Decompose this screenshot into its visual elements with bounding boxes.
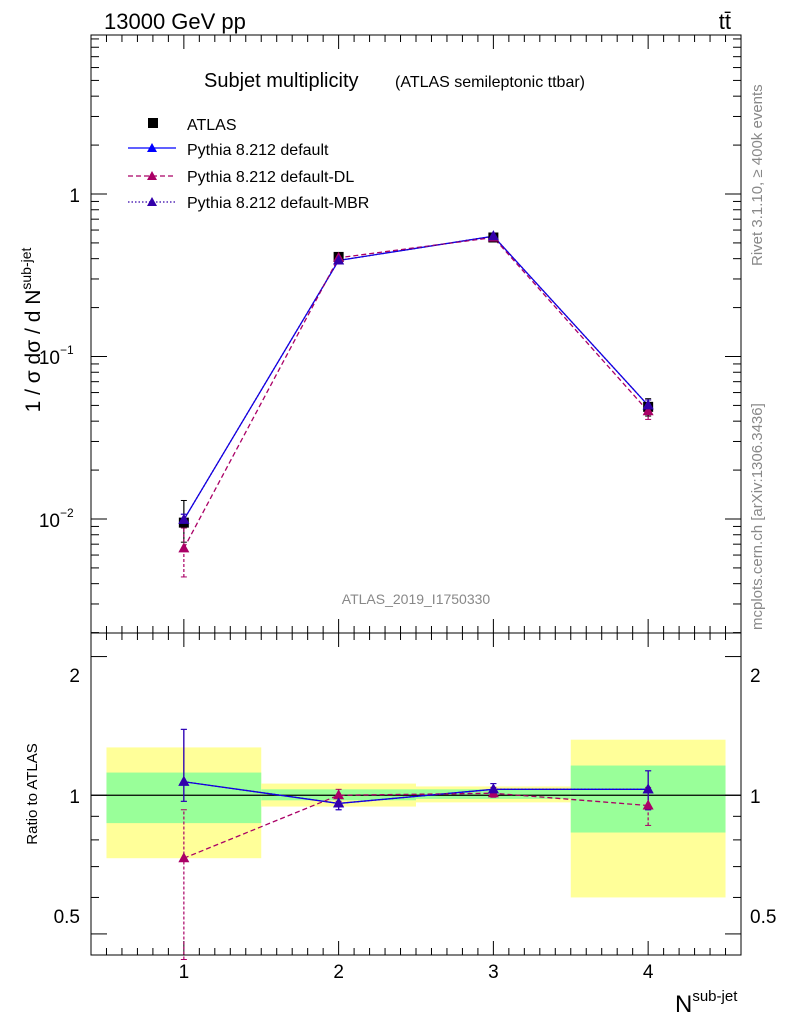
- legend-label-default: Pythia 8.212 default: [187, 142, 329, 159]
- legend-marker-dl: [147, 171, 157, 180]
- ratio-series-layer: [178, 728, 654, 960]
- ratio-data-point: [178, 775, 190, 786]
- x-tick-label: 1: [179, 962, 190, 983]
- y-tick-label-1e-2-base: 10: [39, 511, 60, 532]
- main-data-point: [487, 230, 499, 241]
- main-series-line: [183, 235, 649, 521]
- main-data-point: [178, 513, 190, 524]
- plot-subtitle: (ATLAS semileptonic ttbar): [395, 74, 585, 91]
- rivet-label-wrap: Rivet 3.1.10, ≥ 400k events: [749, 84, 766, 266]
- plot-title: Subjet multiplicity: [204, 70, 359, 92]
- legend-label-mbr: Pythia 8.212 default-MBR: [187, 195, 369, 212]
- ratio-tick-05-left: 0.5: [54, 907, 80, 928]
- ratio-data-point: [642, 799, 654, 810]
- main-axis-ticks: [91, 35, 741, 634]
- ratio-tick-05-right: 0.5: [750, 907, 776, 928]
- legend-marker-mbr: [147, 197, 157, 206]
- ratio-tick-1-left: 1: [69, 787, 80, 808]
- main-data-point: [642, 405, 654, 416]
- x-axis-label: Nsub-jet: [675, 988, 738, 1018]
- ratio-data-point: [333, 789, 345, 800]
- source-label: mcplots.cern.ch [arXiv:1306.3436]: [749, 403, 766, 630]
- main-data-point: [178, 542, 190, 553]
- x-tick-label: 4: [643, 962, 654, 983]
- ratio-series-line: [183, 781, 649, 805]
- source-label-wrap: mcplots.cern.ch [arXiv:1306.3436]: [749, 403, 766, 630]
- main-data-point: [333, 254, 345, 265]
- y-tick-label-1: 1: [69, 186, 80, 207]
- ratio-y-axis-label-wrap: Ratio to ATLAS: [24, 743, 41, 844]
- energy-label: 13000 GeV pp: [104, 9, 246, 34]
- main-series-line: [183, 236, 649, 549]
- ratio-tick-1-right: 1: [750, 787, 761, 808]
- y-tick-label-1e-1-base: 10: [39, 348, 60, 369]
- legend-marker-atlas: [148, 118, 158, 128]
- ratio-tick-2-left: 2: [69, 666, 80, 687]
- legend-label-dl: Pythia 8.212 default-DL: [187, 169, 354, 186]
- x-tick-label: 3: [488, 962, 499, 983]
- ratio-tick-2-right: 2: [750, 666, 761, 687]
- ratio-series-line: [183, 792, 649, 859]
- y-axis-label-text: 1 / σ dσ / d Nsub-jet: [18, 247, 45, 412]
- legend-label-atlas: ATLAS: [187, 117, 237, 134]
- ratio-data-point: [487, 783, 499, 794]
- ratio-y-axis-label: Ratio to ATLAS: [24, 743, 41, 844]
- legend-marker-default: [147, 143, 157, 152]
- x-tick-labels: 1 2 3 4: [179, 962, 654, 983]
- main-series-line: [183, 235, 649, 521]
- ratio-data-point: [178, 852, 190, 863]
- process-label: tt̄: [719, 9, 731, 34]
- legend: ATLAS Pythia 8.212 default Pythia 8.212 …: [128, 117, 369, 212]
- main-data-point: [642, 399, 654, 410]
- ratio-data-point: [642, 783, 654, 794]
- analysis-id: ATLAS_2019_I1750330: [342, 591, 491, 607]
- ratio-axis-ticks: [91, 633, 741, 955]
- ratio-bands: [106, 739, 726, 898]
- main-y-tick-labels: 1 10 −1 10 −2: [39, 186, 80, 532]
- ratio-y-tick-labels: 2 1 0.5 2 1 0.5: [54, 666, 777, 928]
- y-tick-label-1e-2-exp: −2: [60, 506, 74, 520]
- main-y-axis-label: 1 / σ dσ / d Nsub-jet: [18, 247, 45, 412]
- y-tick-label-1e-1-exp: −1: [60, 343, 74, 357]
- main-series-layer: [178, 230, 654, 578]
- ratio-data-point: [333, 797, 345, 808]
- x-tick-label: 2: [333, 962, 344, 983]
- rivet-label: Rivet 3.1.10, ≥ 400k events: [749, 84, 766, 266]
